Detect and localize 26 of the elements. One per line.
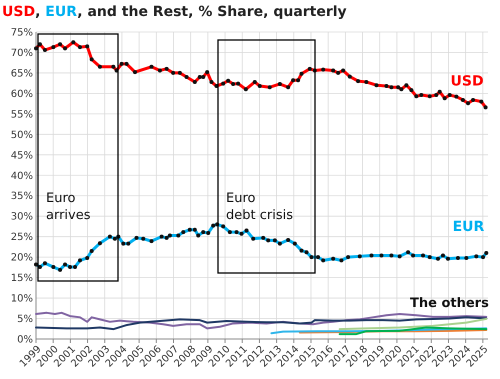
y-tick-label: 30% <box>10 212 33 223</box>
y-tick-label: 60% <box>10 88 33 100</box>
y-tick-label: 75% <box>10 28 33 38</box>
series-label: EUR <box>452 219 484 236</box>
y-tick-label: 25% <box>10 232 33 244</box>
y-tick-label: 50% <box>10 130 33 141</box>
line-series <box>35 312 488 330</box>
y-tick-label: 10% <box>10 294 33 305</box>
y-tick-label: 0% <box>17 334 33 346</box>
line-series <box>35 316 488 330</box>
y-tick-label: 40% <box>10 170 33 182</box>
y-tick-label: 55% <box>10 109 33 120</box>
line-series <box>338 326 488 336</box>
y-tick-label: 70% <box>10 48 33 59</box>
annotation: Euro arrives <box>46 191 91 223</box>
y-tick-label: 65% <box>10 68 33 80</box>
y-tick-label: 5% <box>17 314 33 326</box>
line-series <box>338 318 488 330</box>
y-tick-label: 35% <box>10 191 33 202</box>
annotation: Euro debt crisis <box>226 191 294 223</box>
y-tick-label: 15% <box>10 273 33 284</box>
annotation: The others <box>410 296 490 311</box>
chart-title: USD, EUR, and the Rest, % Share, quarterly <box>2 4 347 20</box>
y-tick-label: 20% <box>10 252 33 264</box>
y-tick-label: 45% <box>10 150 33 162</box>
series-label: USD <box>450 73 484 90</box>
